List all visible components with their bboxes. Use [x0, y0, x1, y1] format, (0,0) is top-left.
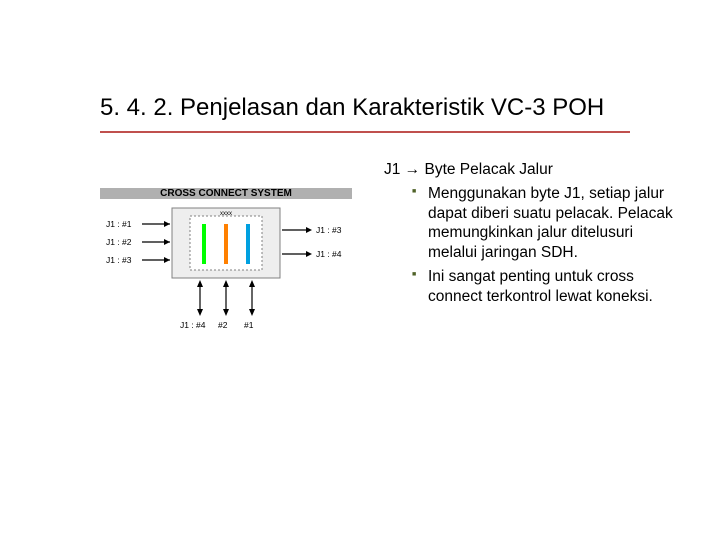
bottom-pin-1: J1 : #4 — [180, 280, 206, 330]
diagram-panel: CROSS CONNECT SYSTEM xxxx — [100, 160, 360, 352]
svg-text:#2: #2 — [218, 320, 228, 330]
svg-text:J1 : #1: J1 : #1 — [106, 219, 132, 229]
svg-text:xxxx: xxxx — [220, 211, 232, 217]
bullet-item: Ini sangat penting untuk cross connect t… — [412, 267, 680, 307]
lead-line: J1 → Byte Pelacak Jalur — [384, 160, 680, 180]
right-pin-row-1: J1 : #3 — [282, 225, 342, 235]
bullet-item: Menggunakan byte J1, setiap jalur dapat … — [412, 184, 680, 263]
svg-text:J1 : #4: J1 : #4 — [180, 320, 206, 330]
svg-text:J1 : #3: J1 : #3 — [316, 225, 342, 235]
title-underline — [100, 131, 630, 133]
svg-text:J1 : #2: J1 : #2 — [106, 237, 132, 247]
slide-title: 5. 4. 2. Penjelasan dan Karakteristik VC… — [100, 94, 680, 122]
svg-text:#1: #1 — [244, 320, 254, 330]
right-pin-row-2: J1 : #4 — [282, 249, 342, 259]
svg-text:J1 : #3: J1 : #3 — [106, 255, 132, 265]
cross-connect-diagram: xxxx J1 : #1 J1 : #2 — [100, 202, 352, 352]
left-pin-row-3: J1 : #3 — [106, 255, 170, 265]
bottom-pin-3: #1 — [244, 280, 255, 330]
bottom-pin-2: #2 — [218, 280, 229, 330]
left-pin-row-2: J1 : #2 — [106, 237, 170, 247]
svg-text:J1 : #4: J1 : #4 — [316, 249, 342, 259]
diagram-header: CROSS CONNECT SYSTEM — [100, 188, 352, 199]
text-panel: J1 → Byte Pelacak Jalur Menggunakan byte… — [384, 160, 680, 311]
left-pin-row-1: J1 : #1 — [106, 219, 170, 229]
